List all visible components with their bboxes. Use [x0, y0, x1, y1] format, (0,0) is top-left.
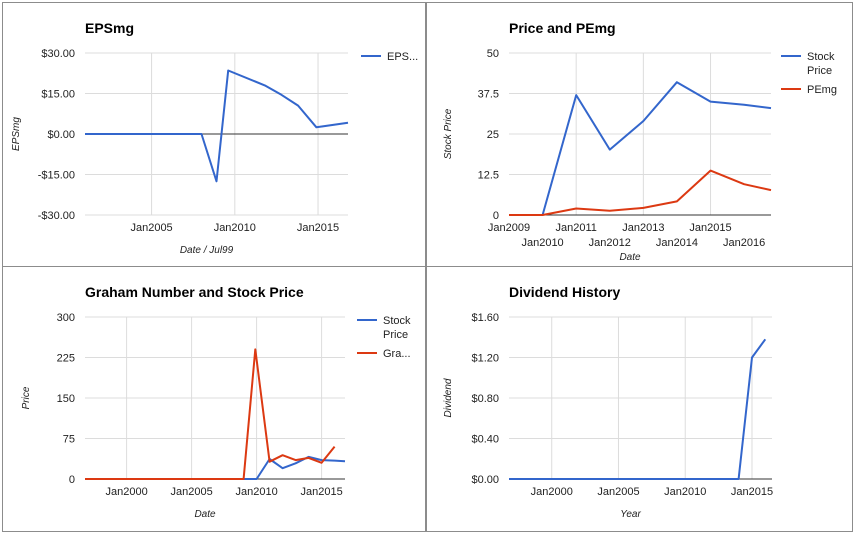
dividend-chart-svg: Dividend History $1.60 $1.20 $0.80 $0.40 $0.0…	[443, 284, 773, 520]
x-tick-label: Jan2010	[235, 486, 277, 498]
y-tick-label: 150	[57, 393, 75, 405]
graham-chart-svg: Graham Number and Stock Price 300 225 150 75…	[21, 284, 411, 520]
chart-title: Dividend History	[509, 284, 620, 300]
y-tick-label: $0.00	[471, 474, 499, 486]
y-tick-label: $1.20	[471, 353, 499, 365]
x-tick-label: Jan2016	[723, 237, 765, 249]
y-tick-label: 75	[63, 434, 75, 446]
x-tick-label: Jan2005	[597, 486, 639, 498]
legend-label: Stock Price	[807, 51, 835, 77]
x-tick-label: Jan2013	[622, 222, 664, 234]
price-pe-chart-panel: Price and PEmg 50 37.5 25 12.5 0 Jan2009 Jan201…	[426, 2, 853, 267]
x-tick-label: Jan2011	[555, 222, 596, 234]
y-tick-label: 0	[493, 210, 499, 222]
graham-chart-panel: Graham Number and Stock Price 300 225 150 75…	[2, 266, 426, 532]
chart-title: Graham Number and Stock Price	[85, 284, 304, 300]
legend-label: PEmg	[807, 84, 837, 96]
y-tick-label: 25	[487, 129, 499, 141]
x-tick-label: Jan2010	[521, 237, 563, 249]
y-tick-label: 0	[69, 474, 75, 486]
x-tick-label: Jan2000	[531, 486, 573, 498]
dividend-chart-panel: Dividend History $1.60 $1.20 $0.80 $0.40 $0.0…	[426, 266, 853, 532]
x-tick-label: Jan2015	[297, 222, 339, 234]
y-tick-label: $0.80	[471, 393, 499, 405]
y-tick-label: 37.5	[478, 89, 499, 101]
series-line	[85, 348, 336, 480]
x-axis-label: Date	[194, 509, 216, 520]
x-axis-label: Date	[619, 252, 641, 263]
x-tick-label: Jan2009	[488, 222, 530, 234]
y-tick-label: $1.60	[471, 312, 499, 324]
series-line	[509, 169, 772, 216]
series-line	[85, 69, 349, 183]
eps-chart-panel: EPSmg $30.00 $15.00 $0.00 -$15.00 -$30.00 Jan2…	[2, 2, 426, 267]
y-tick-label: 50	[487, 48, 499, 60]
y-axis-label: Dividend	[443, 378, 454, 417]
legend-label: EPS...	[387, 51, 418, 63]
y-tick-label: $0.00	[47, 129, 75, 141]
x-axis-label: Date / Jul99	[180, 245, 234, 256]
y-tick-label: $15.00	[41, 89, 75, 101]
x-tick-label: Jan2012	[589, 237, 631, 249]
series-line	[509, 338, 767, 480]
y-tick-label: 12.5	[478, 170, 499, 182]
y-tick-label: $30.00	[41, 48, 75, 60]
x-tick-label: Jan2000	[105, 486, 147, 498]
x-tick-label: Jan2010	[664, 486, 706, 498]
x-tick-label: Jan2010	[214, 222, 256, 234]
x-axis-label: Year	[620, 509, 641, 520]
x-tick-label: Jan2015	[689, 222, 731, 234]
y-tick-label: 225	[57, 353, 75, 365]
x-tick-label: Jan2005	[130, 222, 172, 234]
x-tick-label: Jan2005	[170, 486, 212, 498]
chart-title: Price and PEmg	[509, 20, 616, 36]
y-tick-label: 300	[57, 312, 75, 324]
x-tick-label: Jan2015	[731, 486, 773, 498]
eps-chart-svg: EPSmg $30.00 $15.00 $0.00 -$15.00 -$30.00 Jan2…	[11, 20, 418, 256]
series-line	[85, 455, 346, 480]
y-axis-label: Stock Price	[443, 108, 454, 159]
chart-title: EPSmg	[85, 20, 134, 36]
y-axis-label: Price	[21, 386, 32, 409]
y-axis-label: EPSmg	[11, 117, 22, 151]
series-line	[509, 81, 772, 216]
x-tick-label: Jan2015	[300, 486, 342, 498]
legend-label: Stock Price	[383, 315, 411, 341]
y-tick-label: $0.40	[471, 434, 499, 446]
x-tick-label: Jan2014	[656, 237, 698, 249]
y-tick-label: -$30.00	[38, 210, 75, 222]
y-tick-label: -$15.00	[38, 170, 75, 182]
legend-label: Gra...	[383, 348, 411, 360]
